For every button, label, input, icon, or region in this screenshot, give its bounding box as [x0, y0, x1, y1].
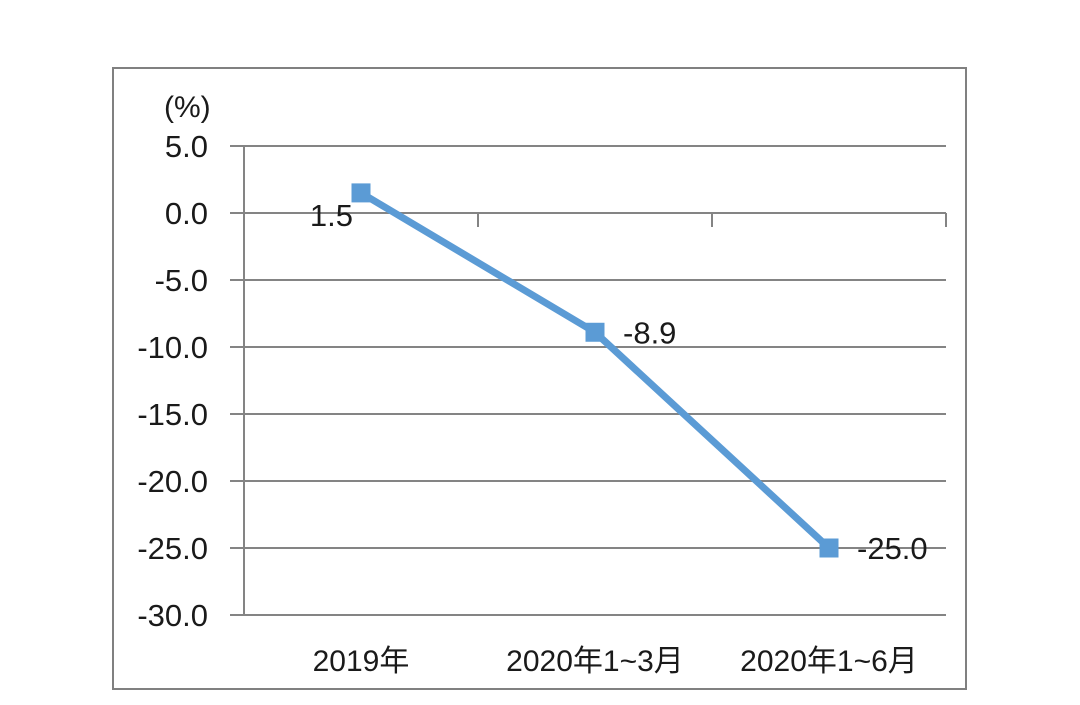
x-axis-category-label: 2020年1~6月 — [740, 645, 918, 678]
chart-canvas: 1.5 -8.9 -25.0 5.0 0.0 -5.0 -10.0 -15.0 -20.0 -25… — [137, 91, 947, 678]
data-label: -8.9 — [623, 315, 676, 350]
x-axis-category-label: 2019年 — [313, 645, 410, 678]
y-axis-tick-label: -10.0 — [137, 330, 208, 365]
y-axis-tick-label: -25.0 — [137, 531, 208, 566]
series-line — [359, 189, 832, 551]
y-axis-unit-label: (%) — [164, 91, 211, 124]
chart-figure: 1.5 -8.9 -25.0 5.0 0.0 -5.0 -10.0 -15.0 -20.0 -25… — [112, 67, 967, 690]
data-point-marker — [351, 183, 371, 203]
y-axis-tick-label: -20.0 — [137, 464, 208, 499]
y-axis-tick-label: -30.0 — [137, 598, 208, 633]
data-point-marker — [585, 322, 605, 342]
y-axis-tick-label: -15.0 — [137, 397, 208, 432]
data-label: -25.0 — [857, 531, 928, 566]
data-label: 1.5 — [310, 198, 353, 233]
x-axis-category-label: 2020年1~3月 — [506, 645, 684, 678]
y-axis-tick-label: 0.0 — [165, 196, 208, 231]
y-axis-tick-label: 5.0 — [165, 129, 208, 164]
data-point-marker — [819, 538, 839, 558]
y-axis-tick-label: -5.0 — [155, 263, 208, 298]
